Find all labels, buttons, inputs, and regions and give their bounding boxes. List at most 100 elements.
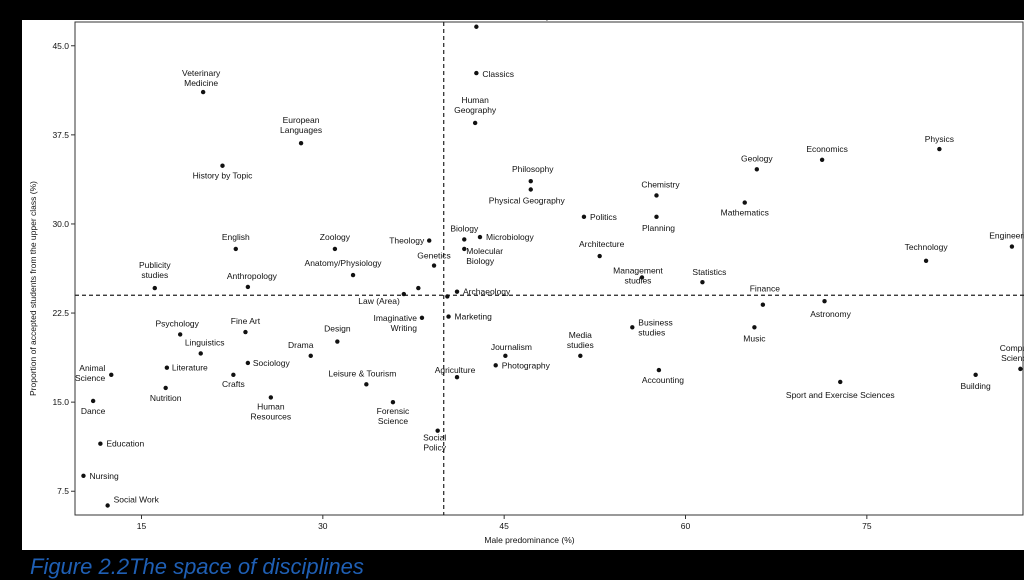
data-point <box>639 275 645 280</box>
data-point <box>231 372 236 378</box>
data-point <box>597 253 602 259</box>
data-point <box>474 70 479 76</box>
point-label: Social Policy <box>423 433 447 453</box>
point-label: Agriculture <box>435 365 476 375</box>
point-label: Management studies <box>613 265 663 285</box>
point-label: Genetics <box>417 251 451 261</box>
point-label: Biology <box>450 223 479 233</box>
point-label: ComputerSciences <box>1000 343 1024 363</box>
point-label: Photography <box>502 360 551 370</box>
data-point <box>98 441 103 446</box>
point-label: Design <box>324 324 351 334</box>
point-label: Publicity studies <box>139 260 171 280</box>
point-label: Leisure & Tourism <box>328 368 396 378</box>
data-point <box>754 167 760 172</box>
y-tick-label: 37.5 <box>52 130 69 140</box>
data-point <box>493 363 498 368</box>
data-point <box>245 284 251 290</box>
data-point <box>630 325 635 330</box>
data-point <box>435 428 440 433</box>
point-label: Medicine/Dentistry <box>480 20 551 21</box>
data-point <box>416 285 421 291</box>
point-label: Crafts <box>222 379 245 389</box>
chart-panel: 15 30 45 60 75 7.5 15.0 22.5 30.0 37.5 45.0 Male pr… <box>22 20 1024 550</box>
point-label: Linguistics <box>185 337 225 347</box>
data-point <box>462 246 467 252</box>
y-tick-label: 15.0 <box>52 397 69 407</box>
point-label: Astronomy <box>810 309 851 319</box>
point-label: Business studies <box>638 317 673 337</box>
data-point <box>760 302 766 307</box>
point-label: Media studies <box>567 330 594 350</box>
point-label: Physical Geography <box>489 196 566 206</box>
data-point <box>838 379 843 385</box>
y-tick-label: 45.0 <box>52 41 69 51</box>
data-point <box>472 120 478 126</box>
x-tick-label: 15 <box>137 521 147 531</box>
data-point <box>401 291 407 297</box>
data-point <box>163 385 168 391</box>
data-point <box>198 351 203 356</box>
data-point <box>445 294 450 299</box>
data-point <box>427 238 432 243</box>
x-tick-label: 75 <box>862 521 872 531</box>
data-point <box>332 246 338 252</box>
data-point <box>268 395 274 400</box>
point-label: Sociology <box>253 358 291 368</box>
point-label: Fine Art <box>231 316 261 326</box>
data-point <box>419 315 425 320</box>
scatter-chart: 15 30 45 60 75 7.5 15.0 22.5 30.0 37.5 45.0 Male pr… <box>28 20 1024 545</box>
figure-caption: Figure 2.2The space of disciplines <box>30 554 364 579</box>
point-label: Accounting <box>642 375 684 385</box>
data-point <box>1009 244 1015 249</box>
point-label: Journalism <box>491 342 532 352</box>
point-label: Economics <box>806 144 848 154</box>
data-point <box>819 157 825 163</box>
point-label: Veterinary Medicine <box>182 68 221 88</box>
data-point <box>105 503 110 508</box>
point-label: Literature <box>172 363 208 373</box>
point-label: Classics <box>482 69 514 79</box>
data-point <box>1018 366 1023 372</box>
data-point <box>350 272 356 278</box>
x-tick-label: 30 <box>318 521 328 531</box>
point-label: Architecture <box>579 239 625 249</box>
data-point <box>923 258 929 263</box>
data-point <box>200 89 206 95</box>
point-label: Music <box>743 333 766 343</box>
data-point <box>245 360 251 366</box>
point-label: Social Work <box>114 494 160 504</box>
point-label: Forensic Science <box>377 406 410 426</box>
data-point <box>152 285 157 291</box>
data-point <box>243 329 248 335</box>
point-label: European Languages <box>280 115 322 135</box>
data-point <box>581 214 587 220</box>
point-label: Statistics <box>692 267 726 277</box>
data-point <box>700 279 705 285</box>
y-tick-label: 7.5 <box>57 486 69 496</box>
point-label: Drama <box>288 340 314 350</box>
point-label: Human Geography <box>454 95 497 115</box>
point-label: History by Topic <box>193 171 254 181</box>
y-tick-label: 30.0 <box>52 219 69 229</box>
point-label: Animal Science <box>75 363 106 383</box>
x-tick-label: 45 <box>499 521 509 531</box>
point-label: Zoology <box>320 232 351 242</box>
point-label: Molecular Biology <box>466 246 503 266</box>
point-label: Law (Area) <box>358 296 400 306</box>
data-point <box>298 140 304 146</box>
plot-frame <box>74 21 1024 516</box>
data-point <box>233 246 238 252</box>
point-label: Psychology <box>155 318 199 328</box>
data-point <box>822 298 827 304</box>
point-label: Politics <box>590 212 617 222</box>
point-label: Mathematics <box>721 208 769 218</box>
point-label: Human Resources <box>251 401 292 421</box>
point-label: Engineering <box>989 231 1024 241</box>
data-point <box>81 473 86 478</box>
point-label: Nutrition <box>150 393 182 403</box>
point-label: Building <box>961 381 992 391</box>
data-point <box>477 234 483 240</box>
point-label: Chemistry <box>641 179 680 189</box>
data-point <box>973 372 978 378</box>
